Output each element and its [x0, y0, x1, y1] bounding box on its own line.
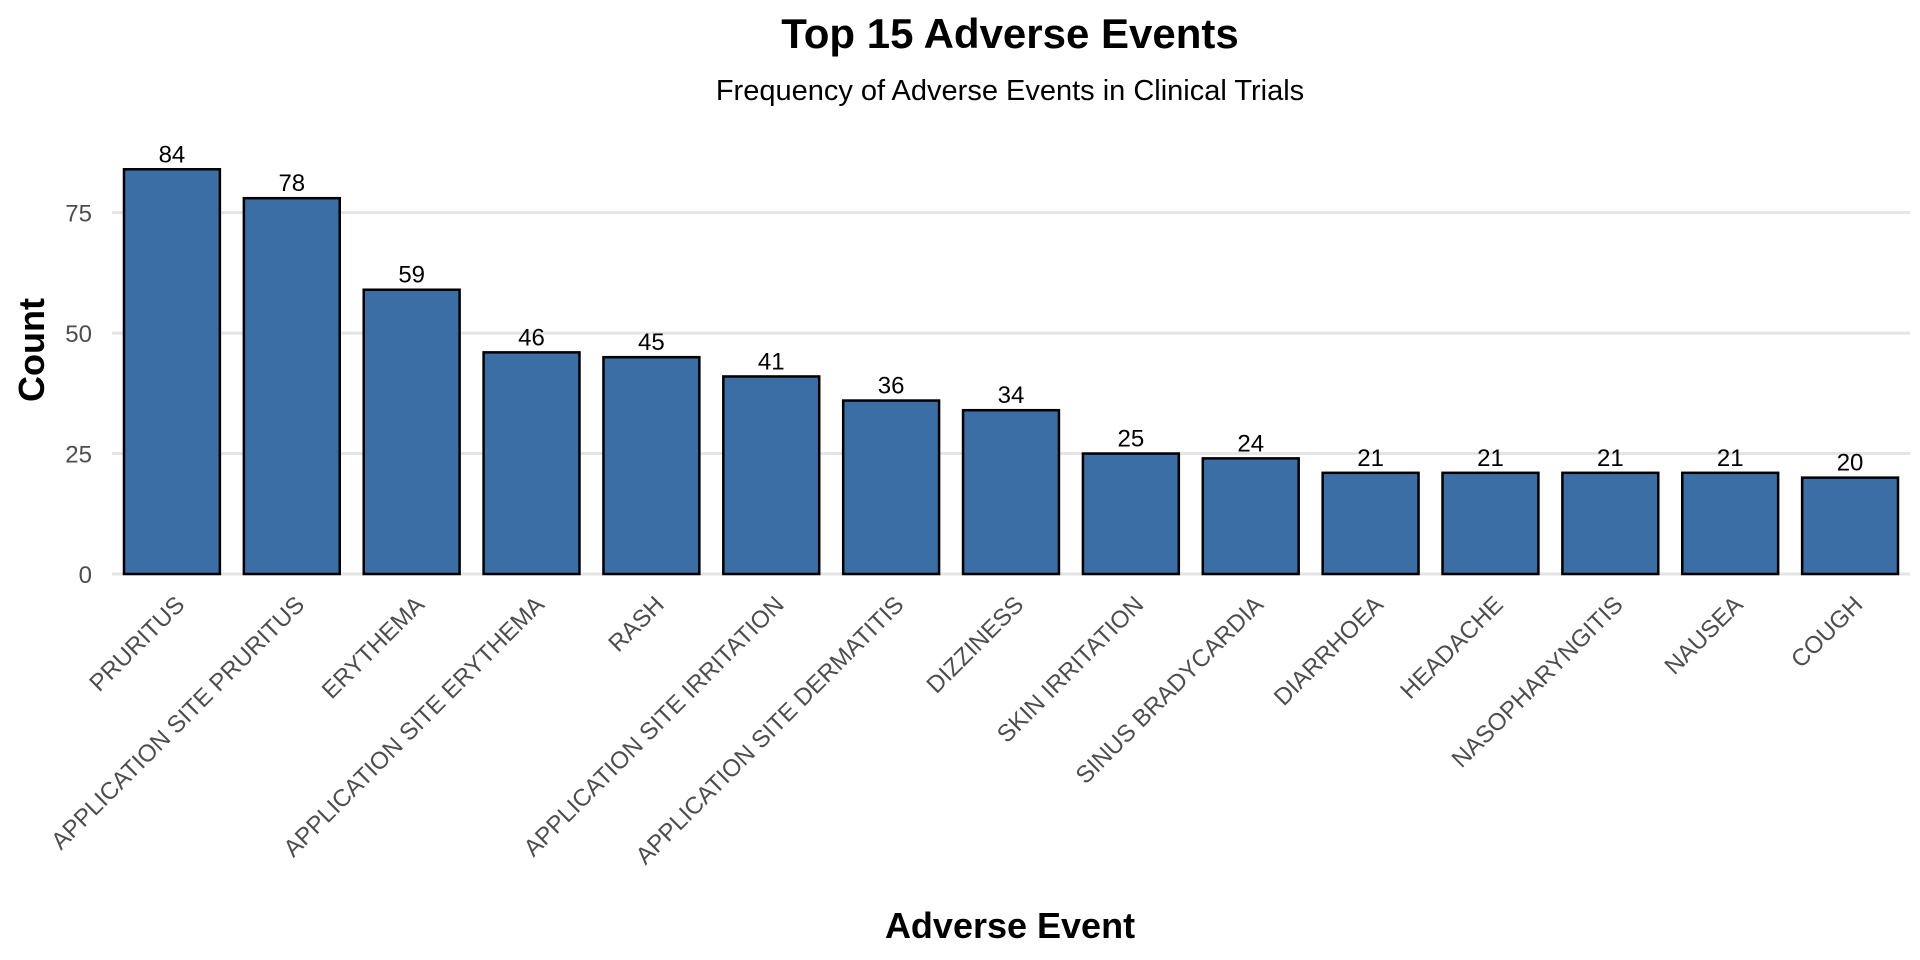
bar-rash: [602, 355, 701, 576]
bar-application-site-dermatitis: [841, 399, 941, 576]
y-axis-title: Count: [11, 298, 52, 402]
y-tick-label: 0: [79, 562, 92, 589]
value-label: 24: [1237, 430, 1264, 457]
bar-application-site-erythema: [482, 351, 581, 576]
x-tick-label: DIZZINESS: [922, 591, 1030, 699]
x-tick-label: APPLICATION SITE IRRITATION: [519, 591, 790, 862]
x-tick-label: APPLICATION SITE ERYTHEMA: [279, 591, 550, 862]
value-label: 78: [278, 170, 305, 197]
bar-pruritus: [122, 168, 222, 576]
bar-nausea: [1681, 471, 1780, 576]
value-label: 46: [518, 324, 545, 351]
y-tick-label: 25: [65, 442, 92, 469]
bars: [122, 168, 1900, 576]
x-tick-label: PRURITUS: [84, 591, 190, 697]
bar-application-site-pruritus: [242, 196, 341, 576]
x-axis-title: Adverse Event: [885, 905, 1135, 946]
bar-headache: [1441, 471, 1540, 576]
value-label: 84: [159, 141, 186, 168]
x-tick-label: RASH: [603, 591, 669, 657]
value-label: 45: [638, 329, 665, 356]
x-tick-label: APPLICATION SITE DERMATITIS: [631, 591, 910, 870]
x-tick-label: ERYTHEMA: [317, 591, 430, 704]
value-label: 59: [398, 262, 425, 289]
bar-skin-irritation: [1081, 452, 1181, 576]
y-tick-label: 75: [65, 201, 92, 228]
value-label: 20: [1837, 450, 1864, 477]
bar-cough: [1800, 476, 1900, 576]
bar-erythema: [362, 288, 461, 576]
x-tick-label: COUGH: [1786, 591, 1868, 673]
chart-title: Top 15 Adverse Events: [781, 10, 1239, 57]
value-label: 25: [1118, 426, 1145, 453]
y-tick-label: 50: [65, 321, 92, 348]
x-tick-label: HEADACHE: [1395, 591, 1508, 704]
value-label: 21: [1357, 445, 1384, 472]
value-label: 21: [1717, 445, 1744, 472]
x-tick-label: NAUSEA: [1660, 591, 1749, 680]
value-labels: 84 78 59 46 45 41 36 34 25 24 21 21 21 21 20: [159, 141, 1864, 476]
x-tick-label: DIARRHOEA: [1269, 591, 1389, 711]
value-label: 34: [998, 382, 1025, 409]
chart-subtitle: Frequency of Adverse Events in Clinical …: [716, 75, 1304, 107]
y-axis-ticks: 0 25 50 75: [65, 201, 92, 589]
bar-diarrhoea: [1321, 471, 1420, 576]
value-label: 36: [878, 373, 905, 400]
value-label: 41: [758, 348, 785, 375]
bar-nasopharyngitis: [1561, 471, 1660, 576]
value-label: 21: [1597, 445, 1624, 472]
bar-dizziness: [961, 408, 1061, 576]
bar-sinus-bradycardia: [1201, 457, 1300, 576]
x-tick-label: APPLICATION SITE PRURITUS: [46, 591, 310, 855]
bar-application-site-irritation: [722, 375, 821, 576]
value-label: 21: [1477, 445, 1504, 472]
